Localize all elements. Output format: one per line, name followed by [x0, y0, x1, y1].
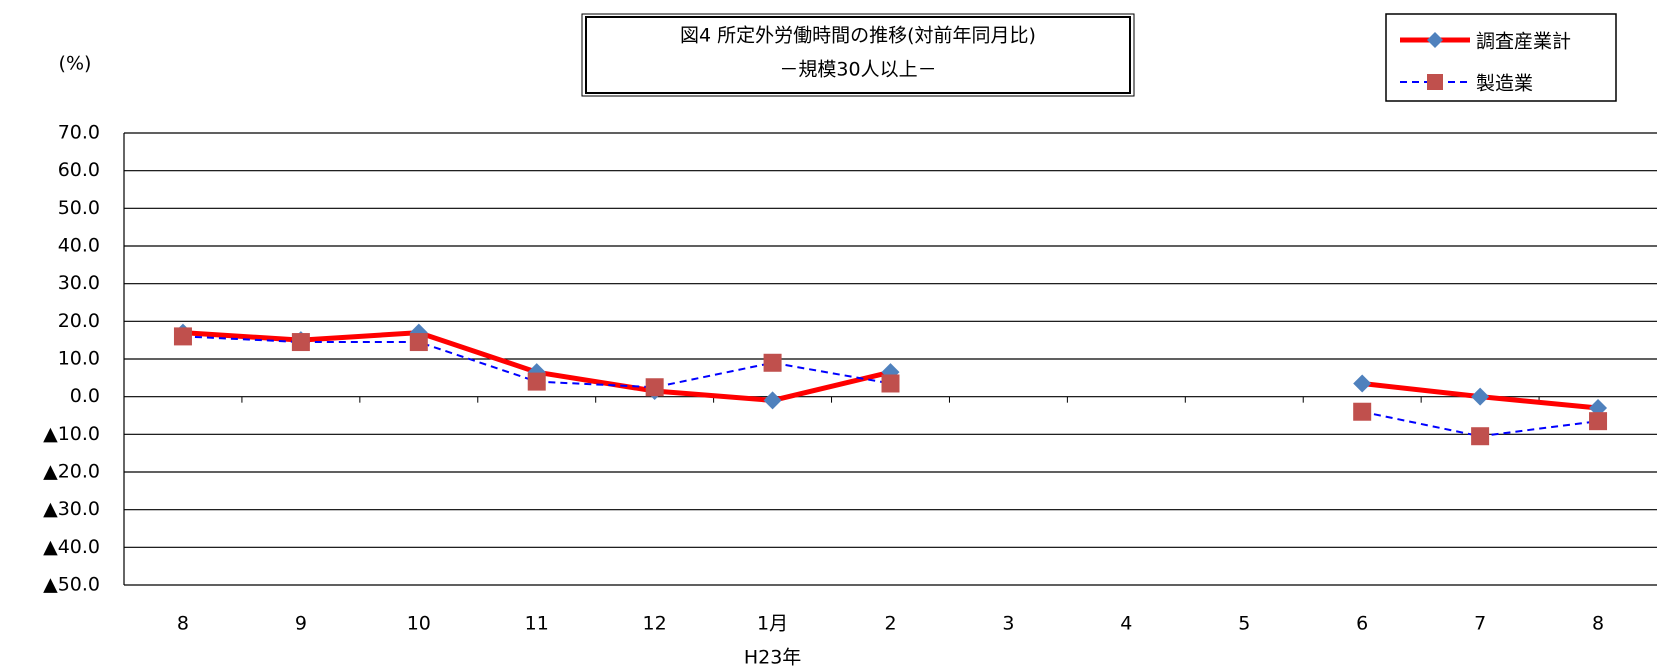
chart-title: 図4 所定外労働時間の推移(対前年同月比) [680, 25, 1036, 47]
x-tick-label: 11 [525, 613, 549, 635]
legend-box [1385, 13, 1617, 102]
y-tick-label: ▲50.0 [43, 574, 100, 596]
point [763, 353, 782, 372]
x-tick-label: 10 [407, 613, 431, 635]
legend-marker [1427, 74, 1443, 90]
y-tick-label: 40.0 [58, 235, 100, 257]
x-tick-label: 1月 [757, 613, 788, 635]
point [1353, 402, 1372, 421]
x-tick-label: 9 [295, 613, 307, 635]
y-tick-label: ▲20.0 [43, 461, 100, 483]
chart-subtitle: －規模30人以上－ [779, 59, 936, 81]
point [1589, 412, 1608, 431]
x-tick-label: 8 [177, 613, 189, 635]
y-tick-label: 30.0 [58, 272, 100, 294]
point [881, 374, 900, 393]
x-tick-label: 4 [1120, 613, 1132, 635]
point [763, 391, 782, 410]
legend-label: 調査産業計 [1476, 31, 1571, 53]
x-tick-label: 8 [1592, 613, 1604, 635]
x-tick-label: 6 [1356, 613, 1368, 635]
y-tick-label: ▲40.0 [43, 536, 100, 558]
y-tick-label: 60.0 [58, 159, 100, 181]
point [527, 372, 546, 391]
y-tick-label: 20.0 [58, 310, 100, 332]
y-axis-label: (%) [59, 53, 92, 75]
point [1353, 374, 1372, 393]
y-tick-label: 70.0 [58, 122, 100, 144]
x-tick-label: 5 [1238, 613, 1250, 635]
point [409, 333, 428, 352]
y-tick-label: 10.0 [58, 348, 100, 370]
y-tick-label: 0.0 [70, 385, 100, 407]
title-box [585, 16, 1131, 94]
point [291, 333, 310, 352]
title-box-outer [581, 13, 1135, 97]
y-tick-label: ▲30.0 [43, 498, 100, 520]
y-tick-label: 50.0 [58, 197, 100, 219]
point [173, 327, 192, 346]
x-tick-label: 7 [1474, 613, 1486, 635]
legend-marker [1427, 32, 1443, 48]
point [1471, 427, 1490, 446]
legend-label: 製造業 [1476, 73, 1533, 95]
x-tick-label: 12 [643, 613, 667, 635]
x-tick-label: 3 [1002, 613, 1014, 635]
y-tick-label: ▲10.0 [43, 423, 100, 445]
point [1471, 387, 1490, 406]
point [645, 378, 664, 397]
x-tick-label: 2 [884, 613, 896, 635]
x-annotation: H23年 [744, 647, 801, 669]
